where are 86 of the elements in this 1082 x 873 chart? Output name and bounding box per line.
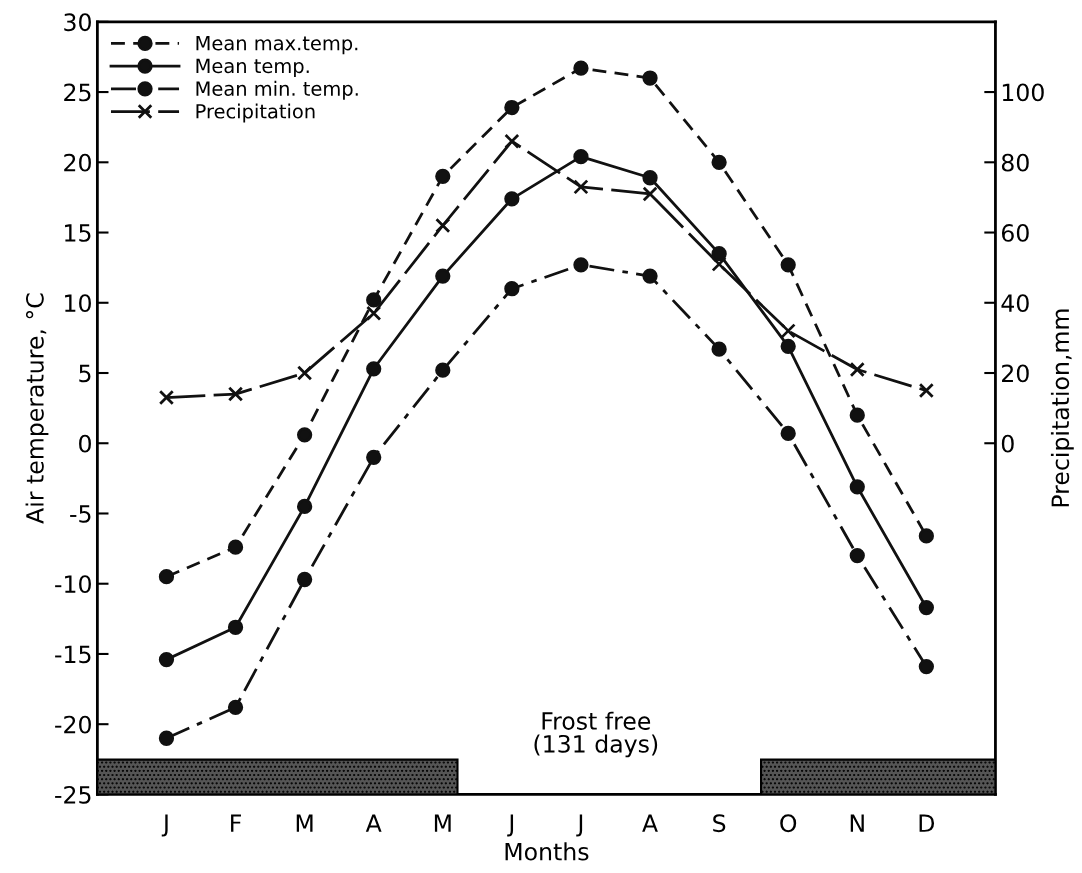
y-tick-label: 5 (79, 364, 91, 383)
point (918, 599, 934, 616)
point (504, 191, 520, 207)
y-tick-label: 10 (65, 294, 91, 313)
y-tick-label: -5 (70, 505, 91, 523)
point (504, 281, 520, 297)
y-tick-label: -20 (55, 715, 91, 734)
point (435, 268, 451, 284)
y2-tick-label: 80 (1001, 153, 1029, 172)
point (158, 651, 175, 668)
point (918, 658, 934, 675)
x-tick-label: J (161, 814, 168, 837)
y-tick-label: 0 (79, 434, 91, 453)
point (573, 179, 589, 195)
point (573, 257, 589, 273)
point (711, 256, 727, 272)
y-tick-label: 30 (64, 13, 91, 32)
point (780, 257, 796, 273)
legend-label: Mean max.temp. (196, 36, 358, 55)
y2-tick-label: 60 (1001, 223, 1029, 242)
point (158, 730, 175, 746)
x-tick-label: A (642, 814, 658, 832)
point (366, 305, 382, 321)
point (642, 186, 658, 202)
point (435, 362, 451, 378)
point (227, 699, 244, 715)
x-tick-label: A (365, 814, 382, 832)
point (573, 60, 589, 76)
x-tick-label: N (850, 814, 864, 832)
y2-tick-label: 20 (1002, 364, 1029, 383)
x-tick-label: M (296, 814, 313, 832)
point (780, 425, 796, 442)
point (780, 323, 796, 339)
point (642, 70, 658, 86)
y2-axis-title: Precipitation,mm (1050, 309, 1074, 507)
legend-label: Mean min. temp. (196, 80, 358, 100)
point (780, 338, 796, 354)
point (366, 449, 382, 465)
point (435, 217, 451, 234)
y-tick-label: -10 (55, 575, 91, 594)
x-tick-label: J (576, 814, 583, 837)
y-tick-label: 20 (64, 153, 91, 172)
x-tick-label: J (507, 814, 514, 837)
point (849, 479, 865, 495)
point (296, 498, 313, 515)
point (849, 547, 865, 564)
point (918, 382, 934, 399)
x-tick-label: D (919, 814, 935, 832)
point (849, 361, 865, 378)
y-tick-label: 15 (65, 224, 91, 242)
point (504, 133, 520, 149)
y-axis-title: Air temperature, °C (25, 293, 49, 524)
point (366, 361, 382, 377)
point (642, 268, 658, 284)
y2-tick-label: 0 (1001, 434, 1014, 453)
x-tick-label: M (434, 814, 451, 832)
point (158, 389, 175, 406)
point (227, 619, 244, 635)
point (296, 571, 313, 588)
point (158, 569, 175, 585)
point (296, 365, 313, 381)
point (642, 170, 658, 186)
legend-label: Precipitation (196, 103, 315, 123)
y-tick-label: 25 (64, 83, 91, 102)
y-tick-label: -25 (55, 785, 91, 804)
point (435, 168, 451, 184)
y2-tick-label: 100 (1002, 83, 1044, 102)
point (573, 149, 589, 165)
point (227, 386, 244, 402)
annotation: Frost free (131 days) (534, 711, 658, 758)
point (711, 245, 727, 262)
point (711, 341, 727, 357)
point (366, 292, 382, 308)
point (504, 99, 520, 116)
x-axis-title: Months (505, 842, 589, 861)
point (918, 528, 934, 544)
y2-tick-label: 40 (1001, 294, 1029, 313)
x-tick-label: F (231, 814, 241, 832)
x-tick-label: O (780, 814, 797, 833)
point (227, 539, 244, 555)
point (296, 427, 313, 443)
point (711, 154, 727, 170)
x-tick-label: S (713, 814, 726, 833)
y-tick-label: -15 (55, 645, 91, 664)
legend-label: Mean temp. (196, 58, 309, 77)
point (849, 407, 865, 423)
